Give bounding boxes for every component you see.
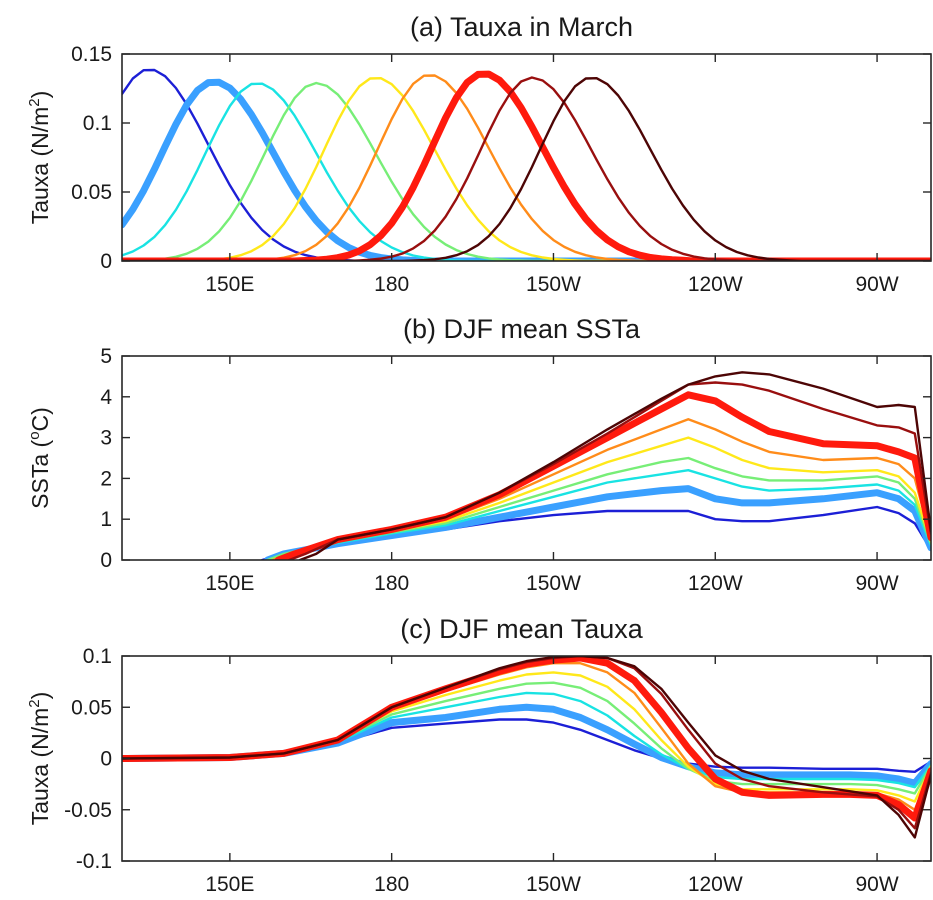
panel-b-series-line-9: [298, 371, 931, 560]
panel-b-series-line-4: [266, 456, 931, 560]
panel-c-series-line-3: [122, 691, 931, 789]
ylabel-text: Tauxa (N/m: [27, 708, 53, 826]
panel-a-title: (a) Tauxa in March: [410, 12, 633, 42]
panel-a-axes-box: [121, 53, 932, 262]
x-tick-label: 150E: [205, 572, 254, 595]
y-tick-label: 4: [100, 386, 112, 409]
y-tick-label: 0.15: [71, 43, 112, 66]
panel-a-series-line-4: [122, 81, 931, 261]
x-tick-label: 150E: [205, 273, 254, 296]
x-tick-label: 120W: [688, 273, 743, 296]
y-tick-label: 3: [100, 427, 112, 450]
panel-a-series-line-5: [122, 77, 931, 261]
x-tick-label: 120W: [688, 873, 743, 896]
x-tick-label: 180: [374, 572, 409, 595]
panel-b-axes-box: [121, 355, 932, 561]
x-tick-label: 180: [374, 273, 409, 296]
y-tick-label: 0.05: [71, 181, 112, 204]
x-tick-label: 180: [374, 873, 409, 896]
ylabel-tail: ): [27, 692, 53, 700]
y-tick-label: 0.1: [83, 112, 112, 135]
ylabel-superscript: 2: [26, 699, 43, 707]
y-tick-label: 0.05: [71, 696, 112, 719]
panel-c-series-line-7: [122, 656, 931, 822]
ylabel-superscript: o: [26, 431, 43, 439]
x-tick-label: 90W: [855, 273, 898, 296]
panel-b-series-line-2: [264, 485, 931, 560]
x-tick-label: 90W: [855, 572, 898, 595]
ylabel-text: SSTa (: [27, 439, 53, 508]
x-tick-label: 150W: [526, 572, 581, 595]
panel-a-series-line-8: [122, 76, 931, 261]
x-tick-label: 120W: [688, 572, 743, 595]
panel-c-series-line-1: [122, 718, 931, 773]
panel-a: (a) Tauxa in March Tauxa (N/m2) 0 0.05 0.1 0.…: [26, 12, 932, 296]
x-tick-label: 150E: [205, 873, 254, 896]
panel-b-title: (b) DJF mean SSTa: [403, 314, 641, 344]
panel-b: (b) DJF mean SSTa SSTa (oC) 0 1 2 3 4 5 150E 180 1…: [26, 314, 932, 595]
y-tick-label: 0.1: [83, 645, 112, 668]
panel-a-ylabel: Tauxa (N/m2): [26, 91, 53, 225]
y-tick-label: -0.1: [76, 850, 112, 873]
ylabel-tail: C): [27, 407, 53, 431]
panel-a-series-line-1: [122, 68, 931, 261]
panel-b-series-line-7: [274, 391, 931, 560]
panel-c-series-group: [122, 656, 931, 839]
panel-c-series-line-4: [122, 681, 931, 795]
y-tick-label: 1: [100, 508, 112, 531]
panel-a-series-line-2: [122, 78, 931, 261]
panel-b-series-group: [261, 371, 931, 560]
ylabel-text: Tauxa (N/m: [27, 107, 53, 225]
y-tick-label: 2: [100, 467, 112, 490]
panel-c-series-line-6: [122, 662, 931, 811]
panel-b-series-line-3: [266, 469, 931, 560]
y-tick-label: 0: [100, 549, 112, 572]
panel-c-series-line-2: [122, 703, 931, 787]
panel-a-series-group: [122, 68, 931, 261]
panel-c-title: (c) DJF mean Tauxa: [400, 614, 644, 644]
x-tick-label: 150W: [526, 273, 581, 296]
y-tick-label: 0: [100, 748, 112, 771]
panel-c-series-line-8: [122, 656, 931, 830]
panel-c: (c) DJF mean Tauxa Tauxa (N/m2) -0.1 -0.05 0…: [26, 614, 932, 896]
panel-b-ylabel: SSTa (oC): [26, 407, 53, 509]
ylabel-superscript: 2: [26, 98, 43, 106]
ylabel-tail: ): [27, 91, 53, 99]
y-tick-label: 0: [100, 250, 112, 273]
panel-a-series-line-3: [122, 82, 931, 261]
x-tick-label: 90W: [855, 873, 898, 896]
panel-c-series-line-9: [122, 656, 931, 839]
panel-c-ylabel: Tauxa (N/m2): [26, 692, 53, 826]
y-tick-label: 5: [100, 345, 112, 368]
panel-a-series-line-7: [122, 70, 931, 261]
x-tick-label: 150W: [526, 873, 581, 896]
y-tick-label: -0.05: [64, 799, 112, 822]
